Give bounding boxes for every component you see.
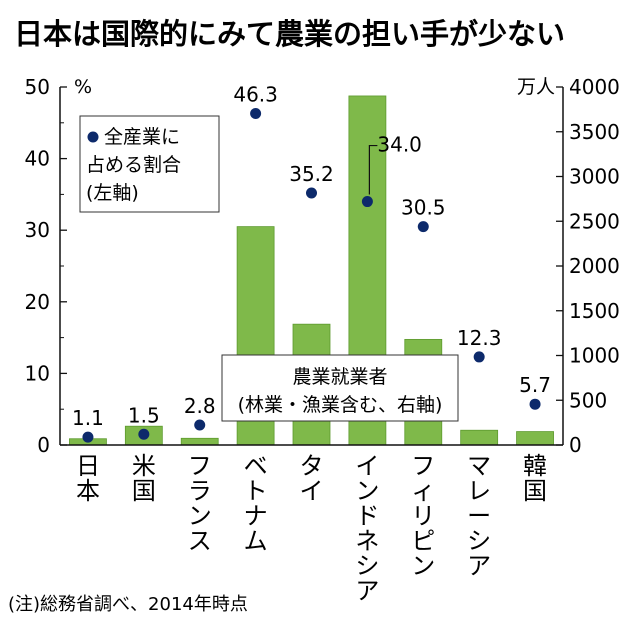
category-label-char: ー: [467, 502, 491, 530]
point-value-label: 30.5: [401, 196, 446, 220]
category-label-char: 国: [132, 477, 156, 505]
left-tick-label: 30: [25, 218, 50, 242]
category-label-char: ン: [411, 552, 435, 580]
category-label-char: ド: [355, 502, 379, 530]
legend-points-text: 全産業に: [104, 126, 180, 148]
right-tick-label: 1500: [569, 299, 620, 323]
category-label-char: 韓: [523, 452, 547, 480]
category-label-char: ン: [188, 502, 212, 530]
point-value-label: 5.7: [519, 373, 551, 397]
bar: [460, 429, 499, 446]
right-tick-label: 3000: [569, 165, 620, 189]
category-label-char: タ: [300, 452, 324, 480]
scatter-point: [194, 419, 206, 431]
point-value-label: 12.3: [457, 326, 502, 350]
scatter-point: [250, 107, 262, 119]
left-axis-unit: %: [74, 76, 92, 98]
category-label-char: シ: [355, 552, 379, 580]
plot-area: 0 10 20 30 40 50 % 0 500 1000 1500 2000 2500 3000 3500…: [25, 75, 620, 605]
point-value-label: 35.2: [289, 162, 334, 186]
bar: [180, 437, 219, 446]
category-label-char: 米: [132, 452, 156, 480]
legend-box-bars: [221, 354, 459, 422]
category-label-char: ナ: [244, 502, 268, 530]
scatter-point: [138, 428, 150, 440]
legend-bars-text: 農業就業者: [292, 366, 387, 388]
point-value-label: 1.1: [72, 406, 104, 430]
category-label-char: ネ: [355, 527, 379, 555]
category-label-char: ト: [244, 477, 268, 505]
category-label-char: 国: [523, 477, 547, 505]
category-label-char: ア: [467, 552, 491, 580]
point-value-label: 34.0: [377, 133, 422, 157]
point-value-label: 2.8: [184, 394, 216, 418]
scatter-point: [529, 398, 541, 410]
category-label-char: 本: [76, 477, 100, 505]
point-value-label: 46.3: [233, 82, 278, 106]
legend-points-text: (左軸): [86, 182, 139, 204]
right-tick-label: 3500: [569, 120, 620, 144]
scatter-point: [361, 196, 373, 208]
right-tick-label: 2500: [569, 209, 620, 233]
legend-points-text: 占める割合: [86, 154, 181, 176]
right-tick-label: 0: [569, 433, 582, 457]
legend-bars-text: (林業・漁業含む、右軸): [238, 394, 443, 416]
right-tick-label: 4000: [569, 75, 620, 99]
chart-title: 日本は国際的にみて農業の担い手が少ない: [14, 17, 565, 51]
left-tick-label: 10: [25, 361, 50, 385]
category-label-char: ピ: [411, 527, 435, 555]
left-tick-label: 50: [25, 75, 50, 99]
right-tick-label: 2000: [569, 254, 620, 278]
scatter-point: [417, 221, 429, 233]
scatter-point: [473, 351, 485, 363]
category-label-char: マ: [467, 452, 491, 480]
right-axis-unit: 万人: [517, 76, 555, 98]
category-label-char: イ: [355, 452, 379, 480]
legend-point-marker: [87, 131, 99, 143]
category-label-char: ィ: [411, 477, 435, 505]
footnote: (注)総務省調べ、2014年時点: [8, 594, 248, 615]
right-tick-label: 1000: [569, 344, 620, 368]
label-leader-line: [368, 144, 378, 195]
left-tick-label: 0: [37, 433, 50, 457]
category-label-char: 日: [76, 452, 100, 480]
category-label-char: フ: [188, 452, 212, 480]
category-label-char: ア: [355, 577, 379, 605]
left-tick-label: 40: [25, 147, 50, 171]
category-label-char: レ: [467, 477, 491, 505]
right-tick-label: 500: [569, 388, 607, 412]
left-tick-label: 20: [25, 290, 50, 314]
legend-box-points: [79, 115, 220, 213]
scatter-point: [82, 431, 94, 443]
category-label-char: ス: [188, 527, 212, 555]
category-label-char: ラ: [188, 477, 212, 505]
category-label-char: ベ: [244, 452, 268, 480]
bar: [516, 431, 554, 446]
category-label-char: イ: [300, 477, 324, 505]
point-value-label: 1.5: [128, 403, 160, 427]
category-label-char: シ: [467, 527, 491, 555]
scatter-point: [306, 187, 317, 199]
category-label-char: ン: [355, 477, 379, 505]
category-label-char: フ: [411, 452, 435, 480]
category-label-char: ム: [244, 527, 268, 555]
category-label-char: リ: [411, 502, 435, 530]
